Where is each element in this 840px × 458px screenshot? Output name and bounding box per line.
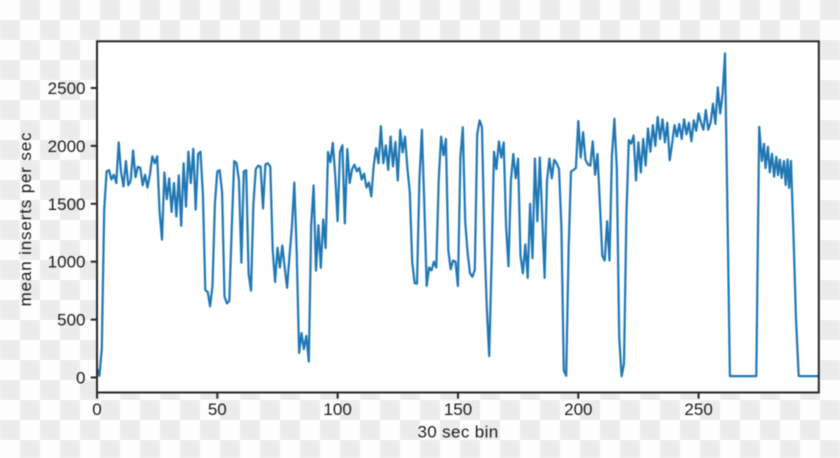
- svg-text:0: 0: [76, 369, 85, 388]
- svg-text:0: 0: [92, 400, 101, 419]
- svg-text:2000: 2000: [48, 137, 86, 156]
- svg-text:2500: 2500: [48, 79, 86, 98]
- svg-text:30 sec bin: 30 sec bin: [418, 423, 499, 442]
- svg-text:100: 100: [323, 400, 351, 419]
- svg-text:150: 150: [444, 400, 472, 419]
- svg-text:1500: 1500: [48, 195, 86, 214]
- svg-text:mean inserts per sec: mean inserts per sec: [16, 132, 35, 307]
- svg-text:250: 250: [684, 400, 712, 419]
- svg-text:200: 200: [564, 400, 592, 419]
- svg-text:1000: 1000: [48, 253, 86, 272]
- svg-text:500: 500: [57, 311, 85, 330]
- svg-text:50: 50: [208, 400, 227, 419]
